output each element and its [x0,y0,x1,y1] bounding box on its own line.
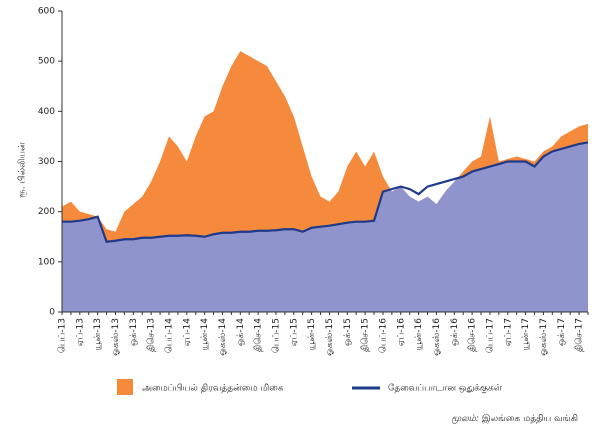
x-tick-label: ஓகஸ்-14 [218,318,228,356]
y-tick-label: 0 [49,308,55,318]
x-tick-label: ஓகஸ்-16 [432,318,442,356]
x-tick-label: திசெ-13 [147,318,157,352]
x-tick-label: ஏப்-17 [503,318,513,346]
x-tick-label: யூன்-15 [307,318,317,350]
x-tick-label: ஒக்-16 [450,318,460,346]
x-tick-label: ஏப்-14 [182,318,192,347]
y-tick-label: 600 [38,7,55,17]
reserve-line [62,141,589,243]
x-tick-label: ஓகஸ்-15 [325,318,335,356]
legend-label: அமைப்பியல் திரவத்தன்மை மிகை [142,384,284,394]
y-tick-label: 500 [38,57,55,67]
x-tick-label: பெப்-16 [378,318,388,353]
x-tick-label: யூன்-16 [414,318,424,351]
x-tick-label: ஒக்-14 [236,318,246,346]
legend-swatch [117,379,133,395]
x-tick-label: யூன்-14 [200,318,210,351]
y-tick-label: 400 [38,107,55,117]
x-tick-label: திசெ-14 [254,318,264,352]
x-tick-label: யூன்-13 [93,318,103,350]
x-tick-label: ஓகஸ்-17 [539,318,549,356]
x-tick-label: ஏப்-15 [289,318,299,346]
x-tick-label: பெப்-15 [271,318,281,353]
x-tick-label: பெப்-14 [164,318,174,353]
x-tick-label: ஒக்-17 [557,318,567,346]
y-tick-label: 200 [38,207,55,217]
x-tick-label: பெப்-17 [485,318,495,353]
x-tick-label: திசெ-15 [361,318,371,352]
legend-label: தேவைப்பாடான ஒதுக்குகள் [388,384,503,395]
x-tick-label: பெப்-13 [58,318,68,353]
y-tick-label: 300 [38,157,55,167]
y-tick-label: 100 [38,257,55,267]
x-tick-label: ஓகஸ்-13 [111,318,121,356]
source: மூலம்: இலங்கை மத்திய வங்கி [451,414,578,424]
x-tick-label: ஒக்-13 [129,318,139,346]
source-label: மூலம்: [451,414,479,424]
x-tick-label: ஒக்-15 [343,318,353,346]
y-axis-label: ரூ. பில்லியன் [18,142,28,198]
x-tick-label: ஏப்-16 [396,318,406,347]
x-tick-label: திசெ-16 [468,318,478,352]
x-tick-label: திசெ-17 [575,318,585,352]
source-text: இலங்கை மத்திய வங்கி [482,414,578,424]
x-tick-label: யூன்-17 [521,318,531,350]
x-tick-label: ஏப்-13 [75,318,85,346]
